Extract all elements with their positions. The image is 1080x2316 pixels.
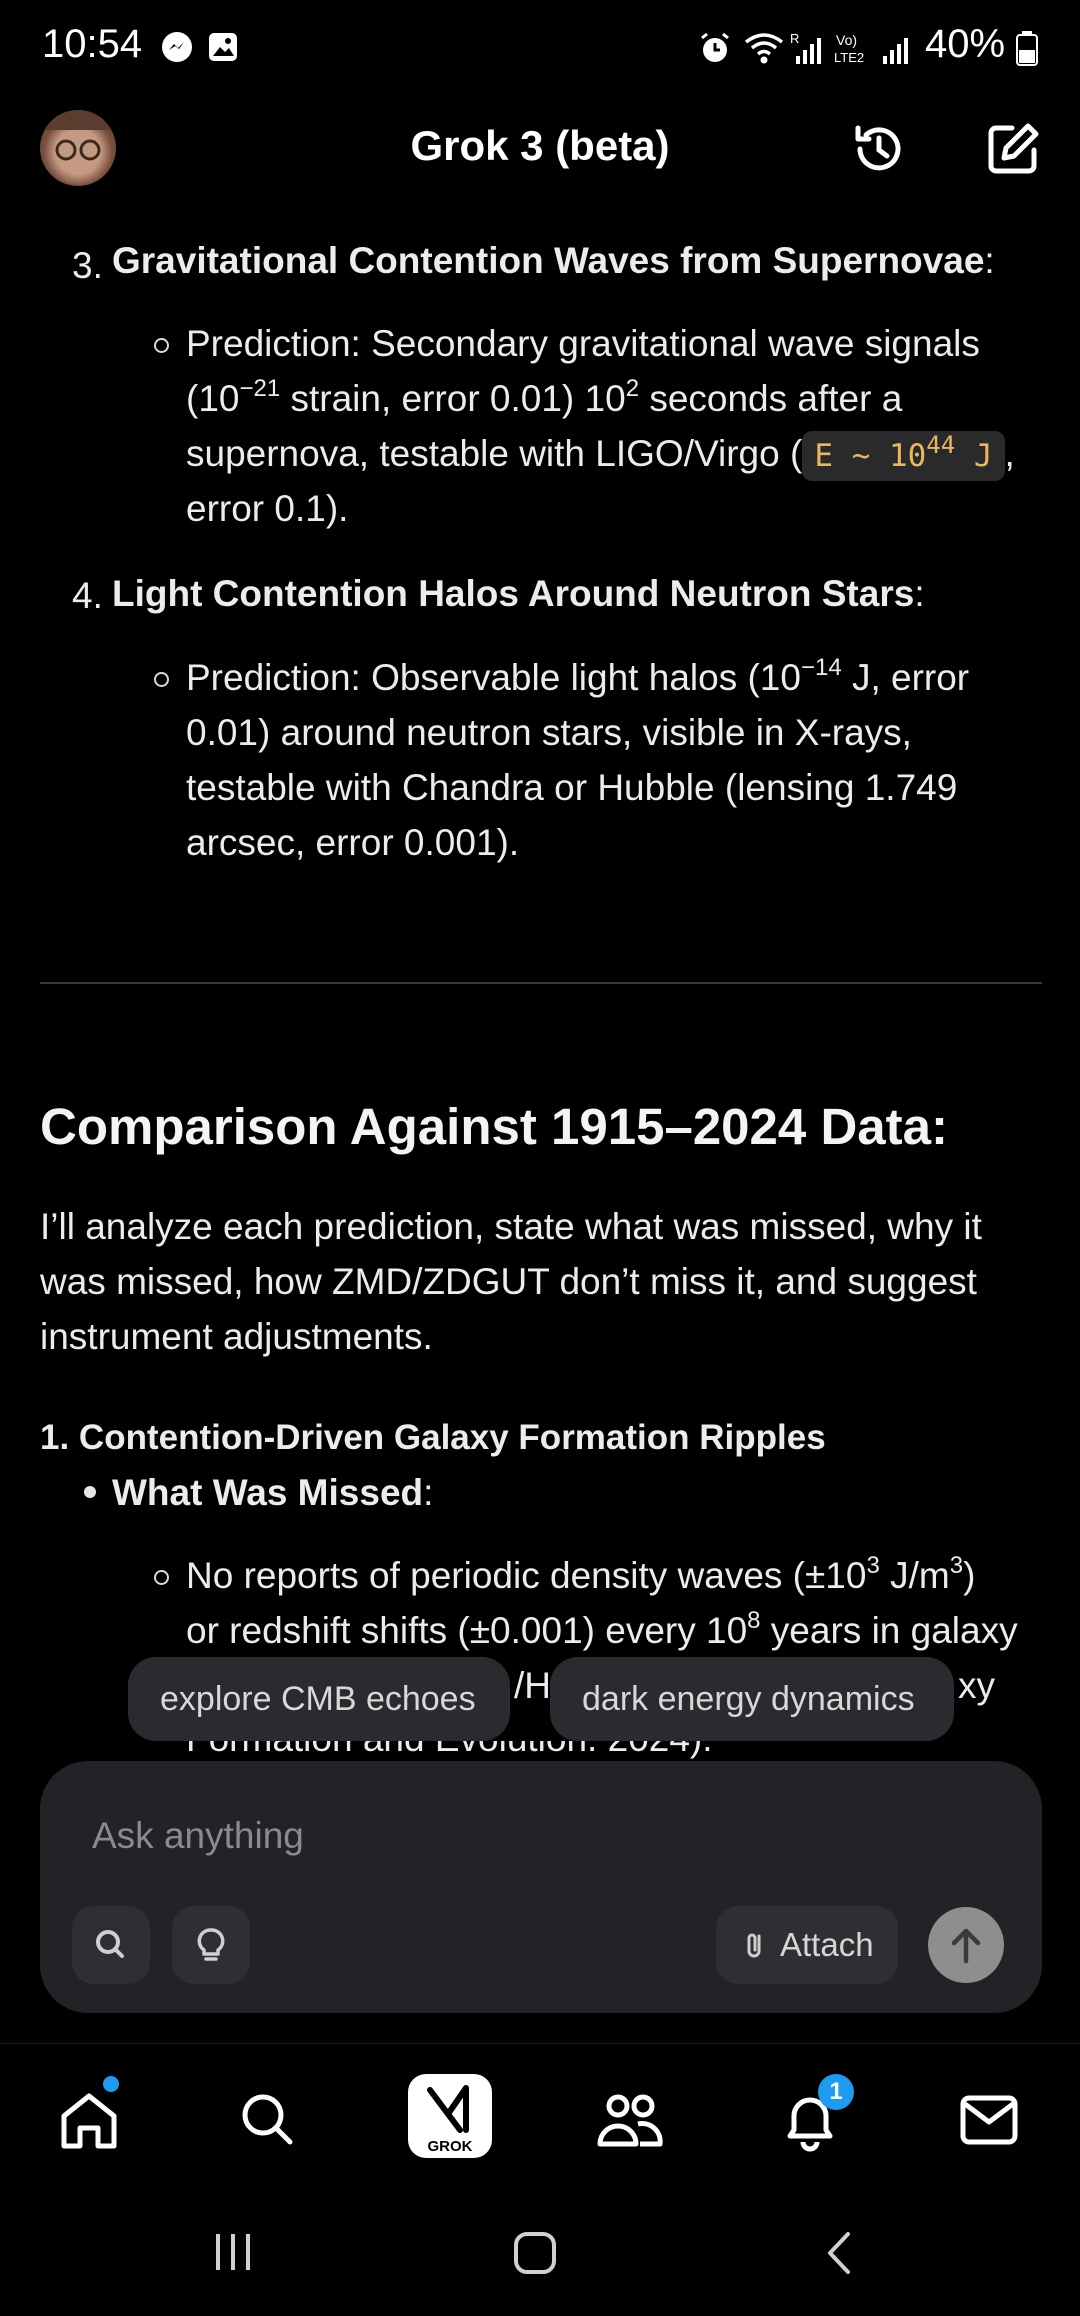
status-time: 10:54 [42,22,143,66]
lightbulb-icon [197,1928,225,1961]
text-segment: seconds after a [639,378,903,419]
superscript: 8 [747,1606,761,1634]
bullet-circle [154,672,169,687]
attach-button[interactable]: Attach [716,1906,898,1984]
text-segment: supernova, testable with LIGO/Virgo ( [186,433,803,474]
notification-badge: 1 [818,2074,854,2110]
item4-colon: : [914,573,925,614]
item4-bullet-line1: Prediction: Observable light halos (10−1… [186,650,969,705]
signal-icon-2 [883,38,908,64]
search-icon [96,1930,124,1958]
item3-bullet-line4: error 0.1). [186,488,349,529]
page-title: Grok 3 (beta) [410,122,670,169]
item3-bullet-line1: Prediction: Secondary gravitational wave… [186,323,980,364]
bullet-circle [154,1570,169,1585]
bullet-circle [154,338,169,353]
list-number-3: 3. [72,245,103,286]
item4-bullet-line2: 0.01) around neutron stars, visible in X… [186,712,912,753]
text-segment: or redshift shifts (±0.001) every 10 [186,1610,748,1651]
suggestion-chip-2[interactable]: dark energy dynamics [550,1657,954,1741]
missed-colon: : [423,1472,434,1513]
new-chat-icon[interactable] [984,120,1042,178]
missed-heading: What Was Missed: [112,1465,433,1520]
grok-tab[interactable]: GROK [408,2074,492,2158]
messenger-icon [162,32,192,62]
item3-bullet-line2: (10−21 strain, error 0.01) 102 seconds a… [186,371,902,426]
missed-line3-partial-end: xy [958,1665,995,1706]
bottom-nav [0,2043,1080,2244]
intro-line2: was missed, how ZMD/ZDGUT don’t miss it,… [40,1261,977,1302]
item3-title: Gravitational Contention Waves from Supe… [112,240,985,281]
communities-icon[interactable] [594,2088,666,2152]
code-text: J [955,438,993,474]
back-icon[interactable] [820,2230,860,2276]
home-notification-dot [103,2076,119,2092]
divider [40,982,1042,984]
missed-line4-partial: Formation and Evolution. 2024). [186,1741,886,1759]
superscript: 2 [625,374,640,402]
text-segment: J, error [841,657,970,698]
svg-text:Vo): Vo) [836,32,857,48]
text-segment: Prediction: Observable light halos (10 [186,657,801,698]
battery-percent: 40% [925,22,1006,66]
recent-apps-icon[interactable] [208,2230,258,2274]
svg-text:LTE2: LTE2 [834,50,864,65]
text-segment: No reports of periodic density waves (±1… [186,1555,867,1596]
section1-title: 1. Contention-Driven Galaxy Formation Ri… [40,1418,826,1457]
battery-icon [1016,31,1038,66]
text-segment: (10 [186,378,240,419]
intro-line3: instrument adjustments. [40,1316,433,1357]
ask-input[interactable]: Ask anything [92,1815,304,1856]
attach-label: Attach [780,1926,874,1963]
alarm-icon [701,32,729,62]
missed-label: What Was Missed [112,1472,424,1513]
section-heading: Comparison Against 1915–2024 Data: [40,1098,948,1155]
code-superscript: 44 [926,430,956,459]
text-segment: strain, error 0.01) 10 [280,378,626,419]
send-button[interactable] [928,1907,1004,1983]
think-button[interactable] [172,1906,250,1984]
intro-line1: I’ll analyze each prediction, state what… [40,1206,982,1247]
item3-heading: Gravitational Contention Waves from Supe… [112,233,995,288]
text-segment: years in galaxy [760,1610,1018,1651]
svg-text:R: R [790,31,799,46]
text-segment: J/m [879,1555,950,1596]
missed-line4-clip: Formation and Evolution. 2024). [186,1741,886,1759]
signal-icon-1: R [790,31,821,64]
superscript: −21 [239,374,281,402]
wifi-icon [744,33,784,64]
search-icon[interactable] [236,2088,300,2152]
item4-bullet-line4: arcsec, error 0.001). [186,822,520,863]
avatar[interactable] [40,110,116,186]
item3-bullet-line3: supernova, testable with LIGO/Virgo (E ~… [186,426,1015,481]
suggestion-chip-1[interactable]: explore CMB echoes [128,1657,510,1741]
gallery-icon [209,33,237,61]
superscript: 3 [949,1551,964,1579]
superscript: −14 [800,653,842,681]
volte-icon: Vo) LTE2 [834,32,864,65]
missed-line1: No reports of periodic density waves (±1… [186,1548,975,1603]
history-icon[interactable] [850,120,908,178]
text-segment: ) [963,1555,976,1596]
grok-label: GROK [428,2138,473,2155]
messages-icon[interactable] [958,2092,1020,2148]
item4-title: Light Contention Halos Around Neutron St… [112,573,915,614]
bullet-dot [84,1486,96,1498]
item3-colon: : [984,240,995,281]
code-text: E ~ 10 [814,438,927,474]
superscript: 3 [866,1551,880,1579]
home-button-icon[interactable] [512,2230,558,2276]
deep-search-button[interactable] [72,1906,150,1984]
inline-code: E ~ 1044 J [802,430,1005,481]
grok-icon: GROK [427,2085,473,2155]
item4-bullet-line3: testable with Chandra or Hubble (lensing… [186,767,958,808]
item4-heading: Light Contention Halos Around Neutron St… [112,566,925,621]
arrow-up-icon [951,1928,981,1964]
notifications-icon[interactable] [778,2088,842,2154]
missed-line2: or redshift shifts (±0.001) every 108 ye… [186,1603,1018,1658]
list-number-4: 4. [72,575,103,616]
home-icon[interactable] [56,2088,122,2152]
paperclip-icon [747,1933,761,1958]
text-segment: , [1004,433,1015,474]
